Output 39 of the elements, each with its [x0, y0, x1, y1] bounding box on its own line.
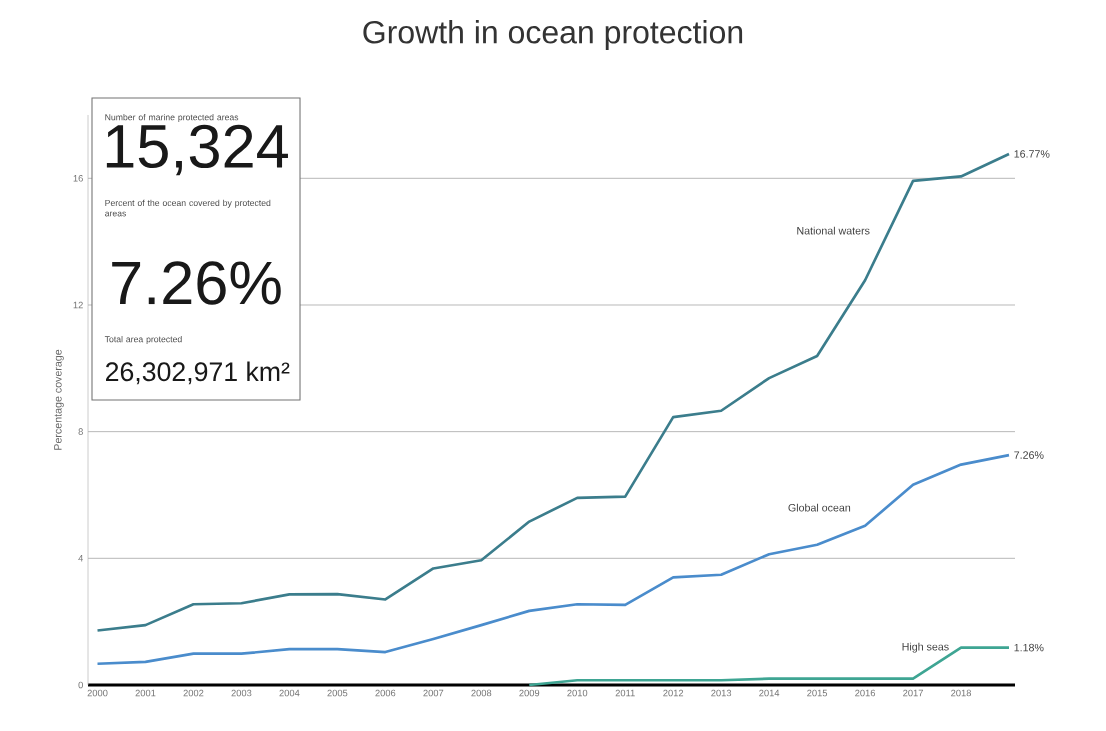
series-label: National waters	[797, 226, 870, 235]
y-axis-title: Percentage coverage	[54, 349, 64, 450]
annotation: 7.26%	[112, 261, 281, 305]
x-tick-label: 2009	[519, 689, 540, 697]
annotation: Total area protected	[104, 335, 182, 344]
annotation: Percent of the ocean covered by protected areas	[105, 199, 271, 217]
annotation: 26,302,971 km²	[106, 361, 290, 385]
line-series	[96, 453, 1011, 666]
annotation: 15,324	[106, 124, 288, 176]
x-tick-label: 2015	[807, 689, 828, 697]
x-tick-label: 2000	[87, 689, 108, 697]
x-tick-label: 2007	[423, 689, 444, 697]
x-tick-label: 2003	[231, 689, 252, 697]
x-tick-label: 2005	[327, 689, 348, 697]
y-tick-label: 16	[73, 175, 83, 182]
x-tick-label: 2012	[663, 689, 684, 697]
chart-title: Growth in ocean protection	[363, 20, 743, 50]
x-tick-label: 2014	[759, 689, 780, 697]
data-label: 1.18%	[1014, 643, 1044, 652]
data-label: 7.26%	[1014, 451, 1044, 459]
x-tick-label: 2018	[951, 689, 972, 697]
x-tick-label: 2016	[855, 689, 876, 697]
x-tick-label: 2017	[903, 689, 923, 697]
data-label: 16.77%	[1014, 150, 1050, 158]
x-tick-label: 2010	[567, 689, 588, 697]
x-tick-label: 2013	[711, 689, 732, 697]
annotation: Number of marine protected areas	[105, 113, 239, 123]
series-label: High seas	[902, 642, 949, 653]
x-tick-label: 2011	[615, 689, 635, 697]
y-tick-label: 0	[78, 681, 83, 689]
y-tick-label: 12	[73, 301, 83, 309]
y-tick-label: 8	[78, 428, 83, 435]
series-label: Global ocean	[788, 503, 851, 512]
x-tick-label: 2002	[183, 689, 204, 697]
x-tick-label: 2004	[279, 689, 300, 697]
x-tick-label: 2001	[135, 689, 156, 697]
y-tick-label: 4	[78, 555, 84, 562]
x-tick-label: 2006	[375, 689, 396, 697]
x-tick-label: 2008	[471, 689, 492, 697]
